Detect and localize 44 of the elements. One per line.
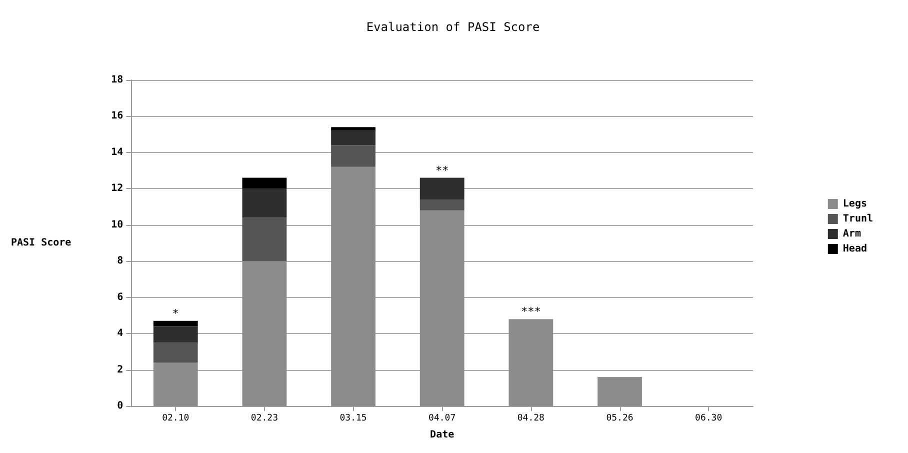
bar xyxy=(153,342,198,363)
y-tick-label: 0 xyxy=(117,400,124,412)
y-tick-label: 10 xyxy=(111,219,124,230)
bar xyxy=(331,127,376,131)
bar xyxy=(242,188,287,218)
y-tick-label: 6 xyxy=(117,292,124,303)
bar xyxy=(420,178,464,200)
annotation: ** xyxy=(435,164,449,177)
legend-label: Trunl xyxy=(842,214,874,224)
bar xyxy=(508,319,554,406)
bar xyxy=(242,261,287,406)
x-tick-label: 04.28 xyxy=(517,414,544,424)
annotation: * xyxy=(172,306,179,320)
y-tick-label: 12 xyxy=(111,183,124,194)
y-tick-label: 4 xyxy=(117,328,124,340)
x-tick-label: 02.23 xyxy=(250,414,278,424)
x-tick-label: 05.26 xyxy=(606,414,634,424)
bar xyxy=(331,166,376,406)
legend-label: Legs xyxy=(842,198,867,210)
bar xyxy=(331,145,376,167)
x-tick-label: 06.30 xyxy=(695,414,722,424)
x-tick-label: 03.15 xyxy=(340,414,367,424)
bar xyxy=(242,218,287,262)
y-tick-label: 2 xyxy=(117,364,124,376)
bar xyxy=(420,210,464,406)
bar xyxy=(420,200,464,210)
legend-label: Arm xyxy=(842,228,861,240)
x-tick-label: 02.10 xyxy=(162,414,190,424)
y-tick-label: 16 xyxy=(111,110,124,122)
x-axis-title: Date xyxy=(430,430,454,440)
bar xyxy=(153,326,198,343)
bar xyxy=(598,377,642,406)
y-tick-label: 18 xyxy=(111,74,124,86)
x-tick-label: 04.07 xyxy=(428,414,456,424)
y-tick-label: 14 xyxy=(111,146,124,158)
chart-title: Evaluation of PASI Score xyxy=(366,20,540,34)
y-axis-title: PASI Score xyxy=(10,238,72,248)
y-tick-label: 8 xyxy=(117,256,124,267)
bar xyxy=(242,178,287,189)
legend-label: Head xyxy=(842,244,867,254)
bar xyxy=(153,362,198,406)
annotation: *** xyxy=(520,305,541,318)
bar xyxy=(331,130,376,146)
bar xyxy=(153,320,198,326)
